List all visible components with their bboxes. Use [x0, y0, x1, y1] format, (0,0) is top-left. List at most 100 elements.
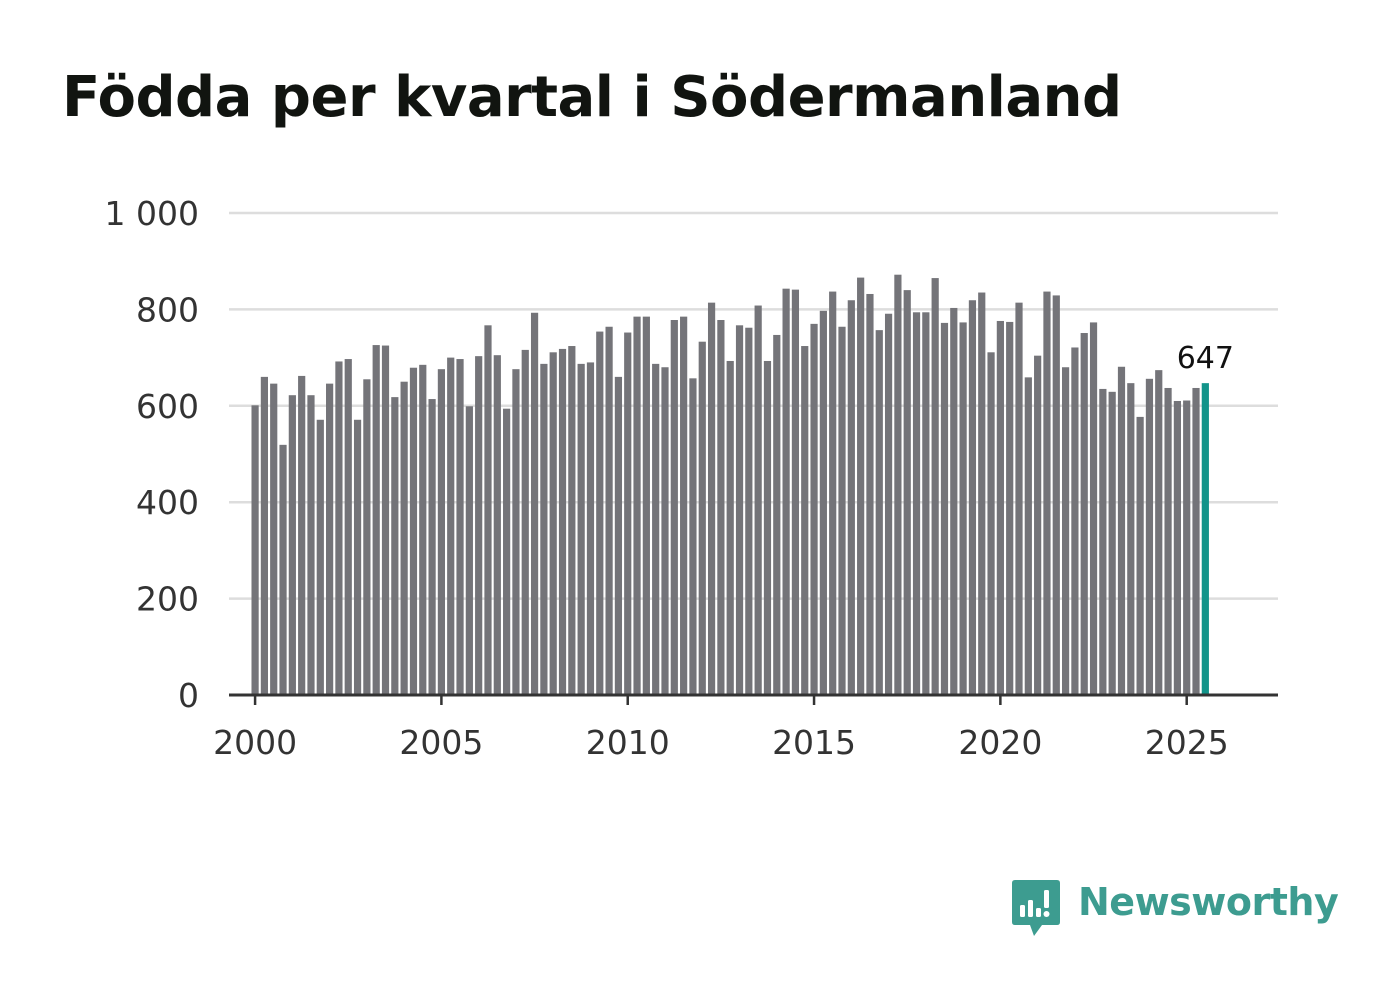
bar	[1192, 387, 1200, 695]
bar	[381, 345, 390, 695]
bar	[782, 288, 790, 695]
bar	[698, 341, 706, 695]
bar	[838, 326, 846, 695]
bar	[1034, 355, 1042, 695]
bar	[558, 348, 567, 695]
bar	[1183, 400, 1191, 695]
bar	[1164, 387, 1172, 695]
bar	[1117, 366, 1126, 695]
bar	[875, 330, 883, 695]
bar	[624, 332, 632, 695]
bar	[605, 326, 613, 695]
x-tick-label: 2005	[399, 723, 483, 762]
bar	[577, 363, 585, 695]
bar	[503, 408, 511, 695]
bar-highlight	[1201, 383, 1209, 695]
y-tick-label: 1 000	[105, 194, 199, 233]
bar	[1071, 347, 1079, 695]
bar	[1173, 400, 1181, 695]
bar	[1127, 383, 1135, 695]
bar	[1015, 302, 1023, 695]
bar	[363, 379, 371, 695]
bar	[857, 277, 865, 695]
bar	[298, 375, 306, 695]
bar	[707, 302, 716, 695]
bar	[1089, 322, 1098, 695]
bar	[1080, 333, 1088, 695]
bars	[251, 274, 1209, 695]
bar	[372, 345, 380, 695]
bar	[894, 274, 902, 695]
bar	[353, 419, 362, 695]
axes	[229, 693, 1278, 705]
bar	[521, 349, 529, 695]
bar	[791, 289, 800, 695]
bar	[726, 360, 734, 695]
y-tick-label: 800	[136, 290, 199, 329]
bar	[326, 383, 334, 695]
x-tick-label: 2025	[1145, 723, 1229, 762]
bar	[819, 310, 827, 695]
bar	[1136, 416, 1144, 695]
x-tick-label: 2015	[772, 723, 856, 762]
bar	[810, 323, 818, 695]
labels: 0 200 400 600 800 1 000 2000 2005 2010 2015 2020 20…	[105, 194, 1234, 762]
bar	[279, 444, 287, 695]
x-tick-label: 2000	[213, 723, 297, 762]
x-tick-label: 2020	[958, 723, 1042, 762]
bar	[642, 316, 650, 695]
bar	[1099, 388, 1107, 695]
bar	[260, 376, 268, 695]
bar	[614, 376, 623, 695]
bar	[680, 316, 688, 695]
bar	[987, 352, 995, 695]
bar	[1061, 367, 1070, 695]
y-tick-label: 600	[136, 387, 199, 426]
bar	[689, 378, 697, 695]
bar	[922, 312, 930, 695]
bar	[484, 325, 492, 695]
bar	[1155, 370, 1163, 695]
bar	[344, 359, 352, 695]
bar	[931, 278, 939, 695]
bar	[912, 312, 921, 695]
bar	[801, 346, 809, 695]
bar	[316, 419, 324, 695]
bar	[1024, 377, 1032, 695]
bar	[391, 397, 399, 695]
bar	[428, 399, 436, 695]
bar	[950, 307, 958, 695]
bar	[456, 359, 464, 695]
bar	[288, 395, 296, 695]
bar	[847, 300, 855, 695]
bar	[884, 313, 893, 695]
bar	[968, 300, 977, 695]
bar	[754, 305, 762, 695]
bar	[1145, 378, 1154, 695]
bar	[1043, 291, 1051, 695]
bar	[270, 383, 278, 695]
bar	[652, 363, 660, 695]
bar	[866, 293, 874, 695]
bar	[447, 357, 455, 695]
bar	[596, 331, 604, 695]
x-tick-label: 2010	[586, 723, 670, 762]
bar	[735, 325, 744, 695]
y-tick-label: 0	[178, 676, 199, 715]
bar	[549, 352, 557, 695]
bar	[996, 320, 1004, 695]
y-tick-label: 400	[136, 483, 199, 522]
bar	[540, 363, 548, 695]
bar	[661, 367, 669, 695]
highlight-value-label: 647	[1177, 341, 1234, 376]
bar	[1052, 295, 1060, 695]
bar	[1006, 321, 1014, 695]
bar	[400, 381, 408, 695]
bar	[829, 291, 837, 695]
bar	[959, 322, 967, 695]
chart-title: Födda per kvartal i Södermanland	[62, 65, 1122, 130]
bar	[586, 362, 595, 695]
bar	[465, 406, 473, 695]
bar	[717, 320, 725, 695]
y-tick-label: 200	[136, 580, 199, 619]
